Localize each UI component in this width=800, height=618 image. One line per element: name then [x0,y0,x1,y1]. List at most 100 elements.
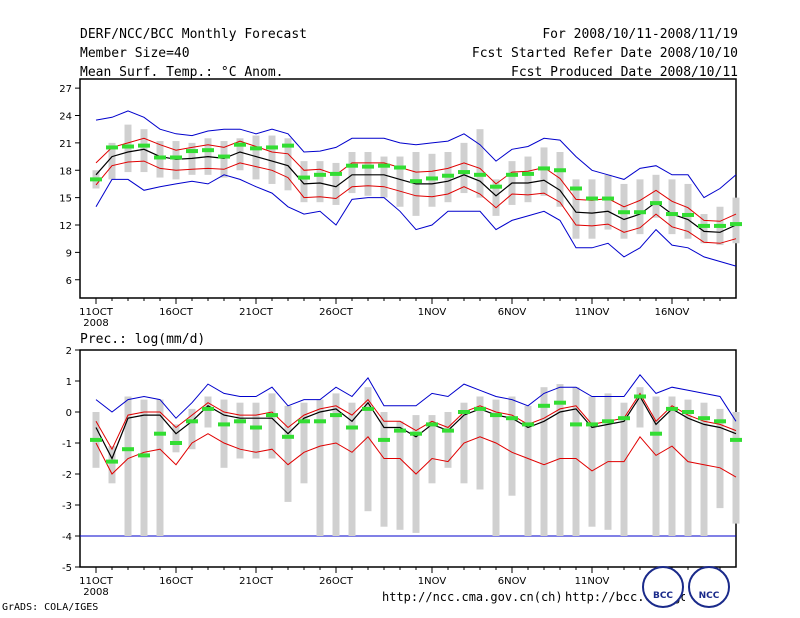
bcc-logo: BCC [642,566,684,608]
variable-label: Mean Surf. Temp.: °C Anom. [80,65,284,80]
prec-observed-marker [330,413,342,418]
temp-observed-marker [650,201,662,206]
prec-observed-marker [714,419,726,424]
prec-observed-marker [378,437,390,442]
prec-observed-marker [474,406,486,411]
ncc-url[interactable]: http://ncc.cma.gov.cn(ch) [382,590,563,604]
temp-observed-marker [186,149,198,154]
prec-y-tick-label: -5 [62,563,72,574]
start-date: Fcst Started Refer Date 2008/10/10 [471,46,738,61]
prec-year-label: 2008 [83,587,108,598]
temp-observed-marker [122,144,134,149]
temp-spread-box [732,197,740,244]
temp-spread-box [396,156,404,207]
prec-x-tick-label: 16OCT [159,576,194,587]
temp-x-tick-label: 16OCT [159,307,194,318]
temp-observed-marker [554,168,566,173]
prec-spread-box [396,421,404,530]
temp-year-label: 2008 [83,318,108,329]
temp-spread-box [460,142,468,194]
temp-observed-marker [426,176,438,181]
temp-spread-box [348,152,356,194]
temp-observed-marker [490,184,502,189]
prec-spread-box [652,396,660,536]
header-left: DERF/NCC/BCC Monthly Forecast Member Siz… [80,26,307,83]
prec-upper-spread-line [95,392,737,451]
prec-observed-marker [458,410,470,414]
prec-y-tick-label: -4 [62,532,72,543]
temp-observed-marker [138,143,150,148]
prec-spread-box [700,402,708,536]
temp-observed-marker [282,143,294,148]
temp-spread-box [284,138,292,191]
temp-spread-box [268,135,276,184]
prec-spread-box [444,412,452,468]
prec-observed-marker [218,422,230,427]
prec-spread-box [284,405,292,502]
temp-spread-box [636,179,644,235]
prec-spread-box [428,415,436,484]
temp-observed-marker [314,172,326,177]
prec-observed-marker [682,410,694,414]
prec-spread-box [316,399,324,536]
prec-spread-box [364,387,372,512]
prec-spread-box [380,412,388,527]
prec-observed-marker [314,419,326,424]
temp-y-tick-label: 12 [59,221,72,232]
prec-x-tick-label: 11NOV [575,576,610,587]
temp-lower-spread-line [95,160,737,244]
prec-spread-box [508,396,516,496]
prec-y-tick-label: 1 [66,377,72,388]
temp-observed-marker [538,166,550,171]
temp-observed-marker [218,154,230,159]
prec-x-tick-label: 11OCT [79,576,114,587]
temp-spread-box [332,162,340,205]
prec-observed-marker [202,406,214,411]
prec-spread-box [492,399,500,536]
prec-spread-box [556,384,564,536]
temp-spread-box [668,179,676,235]
temp-observed-marker [202,148,214,153]
temp-spread-box [172,141,180,180]
prec-y-tick-label: 2 [66,346,72,357]
prec-observed-marker [154,431,166,436]
prec-observed-marker [186,419,198,424]
prec-y-tick-label: -2 [62,470,72,481]
prec-observed-marker [650,431,662,436]
ncc-logo: NCC [688,566,730,608]
temp-observed-marker [106,145,118,150]
temp-x-tick-label: 26OCT [319,307,354,318]
prec-ensemble-max-line [95,373,737,422]
temp-observed-marker [378,163,390,168]
prec-observed-marker [506,416,518,421]
temp-y-tick-label: 21 [59,139,72,150]
prec-x-tick-label: 1NOV [418,576,447,587]
prec-spread-box [716,408,724,509]
temp-spread-box [380,156,388,198]
temp-spread-box [364,152,372,196]
temp-spread-box [524,156,532,203]
bcc-logo-text: BCC [652,591,674,601]
prec-spread-box [236,402,244,459]
prec-y-tick-label: -1 [62,439,72,450]
temp-observed-marker [682,212,694,217]
temp-observed-marker [362,164,374,169]
temp-plot-frame [79,78,737,299]
prec-spread-box [668,396,676,536]
prec-observed-marker [554,400,566,405]
temp-spread-box [316,161,324,203]
prec-observed-marker [522,422,534,427]
temp-observed-marker [442,173,454,178]
temp-ensemble-mean-line [95,148,737,233]
prec-observed-marker [442,428,454,433]
precip-label: Prec.: log(mm/d) [80,332,206,347]
temp-x-tick-label: 6NOV [498,307,527,318]
temp-y-tick-label: 15 [59,194,72,205]
produced-date: Fcst Produced Date 2008/10/11 [511,65,738,80]
prec-observed-marker [426,422,438,427]
prec-x-tick-label: 6NOV [498,576,527,587]
temp-x-tick-label: 16NOV [655,307,690,318]
temp-y-tick-label: 27 [59,84,72,95]
temp-observed-marker [410,179,422,184]
prec-observed-marker [730,437,742,442]
